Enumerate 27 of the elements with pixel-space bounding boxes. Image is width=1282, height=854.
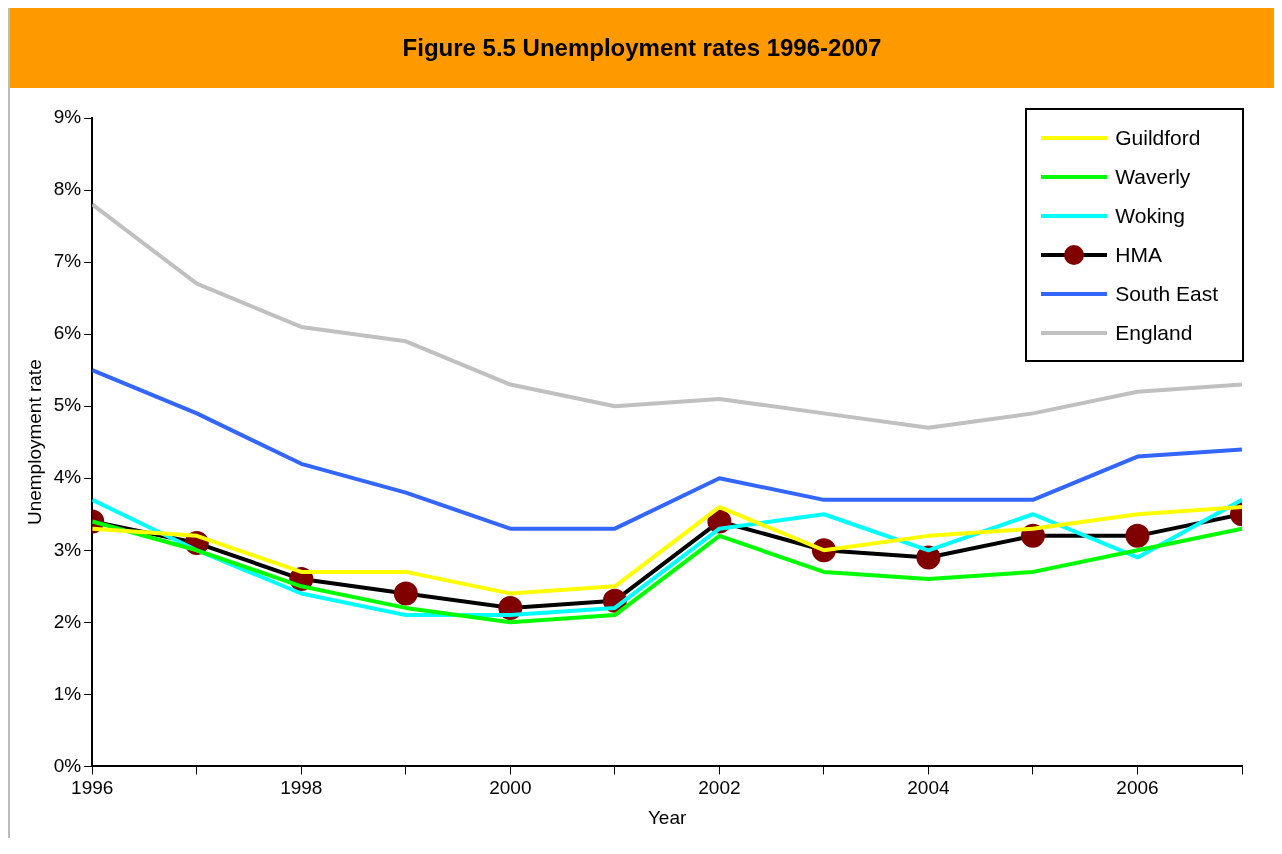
legend-label: England [1115,320,1193,345]
x-tick-label: 2000 [489,777,532,799]
point [1125,523,1150,548]
x-tick-label: 2002 [698,777,741,799]
y-tick-label: 2% [53,610,82,632]
legend-label: Waverly [1115,164,1191,189]
y-tick-label: 8% [53,178,82,200]
x-tick-label: 1998 [280,777,323,799]
y-tick-label: 5% [53,394,82,416]
x-tick-label: 2004 [907,777,950,799]
x-axis-title: Year [647,806,687,828]
y-tick-label: 0% [53,754,82,776]
y-tick-label: 4% [53,466,82,488]
y-tick-label: 1% [53,682,82,704]
y-tick-label: 9% [53,106,82,128]
legend-label: Woking [1115,203,1185,228]
point [393,581,418,606]
legend-label: Guildford [1115,125,1201,150]
legend-label: South East [1115,281,1218,306]
x-tick-label: 2006 [1116,777,1159,799]
legend-label: HMA [1115,242,1162,267]
y-axis-title: Unemployment rate [23,359,45,526]
chart-title: Figure 5.5 Unemployment rates 1996-2007 [10,8,1274,88]
y-tick-label: 7% [53,250,82,272]
y-tick-label: 6% [53,322,82,344]
x-tick-label: 1996 [71,777,114,799]
y-tick-label: 3% [53,538,82,560]
